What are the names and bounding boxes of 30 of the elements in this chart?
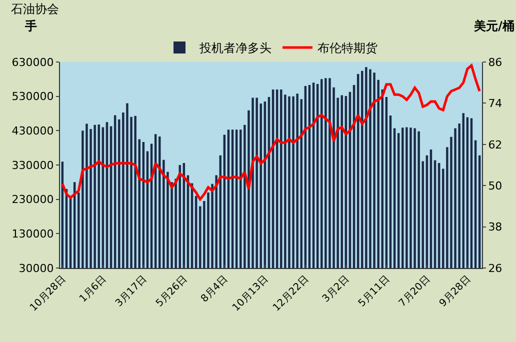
line-series [61, 64, 481, 201]
y-tick-label: 230000 [12, 193, 54, 206]
y2-tick-label: 50 [488, 179, 502, 192]
text: 石油协会 [11, 2, 59, 16]
y2-axis-title: 美元/桶 [473, 19, 514, 33]
x-tick-label: 9月28日 [438, 274, 474, 310]
y2-tick-label: 86 [488, 56, 502, 69]
x-tick-label: 3月17日 [114, 274, 150, 310]
y-tick-label: 130000 [12, 228, 54, 241]
y-tick-label: 30000 [18, 262, 54, 275]
x-tick-label: 10月13日 [230, 274, 271, 314]
y-axis-title: 手 [24, 19, 37, 33]
y2-tick-label: 26 [488, 262, 502, 275]
x-tick-label: 1月6日 [78, 274, 109, 305]
x-tick-label: 10月28日 [28, 274, 68, 314]
legend-label: 布伦特期货 [318, 41, 378, 56]
y-tick-label: 630000 [12, 56, 54, 69]
x-tick-label: 5月26日 [154, 274, 190, 310]
x-tick-label: 3月2日 [320, 274, 352, 305]
legend-label: 投机者净多头 [198, 41, 272, 56]
y-tick-label: 430000 [12, 124, 54, 138]
y2-tick-label: 38 [488, 220, 502, 234]
y-tick-label: 530000 [12, 90, 54, 104]
y2-tick-label: 62 [488, 138, 502, 152]
y2-tick-label: 74 [488, 97, 502, 110]
y-tick-label: 330000 [12, 158, 54, 172]
x-tick-label: 12月22日 [271, 274, 312, 314]
x-tick-label: 7月20日 [397, 274, 433, 310]
x-tick-label: 5月11日 [356, 274, 392, 310]
x-tick-label: 8月4日 [199, 274, 230, 305]
